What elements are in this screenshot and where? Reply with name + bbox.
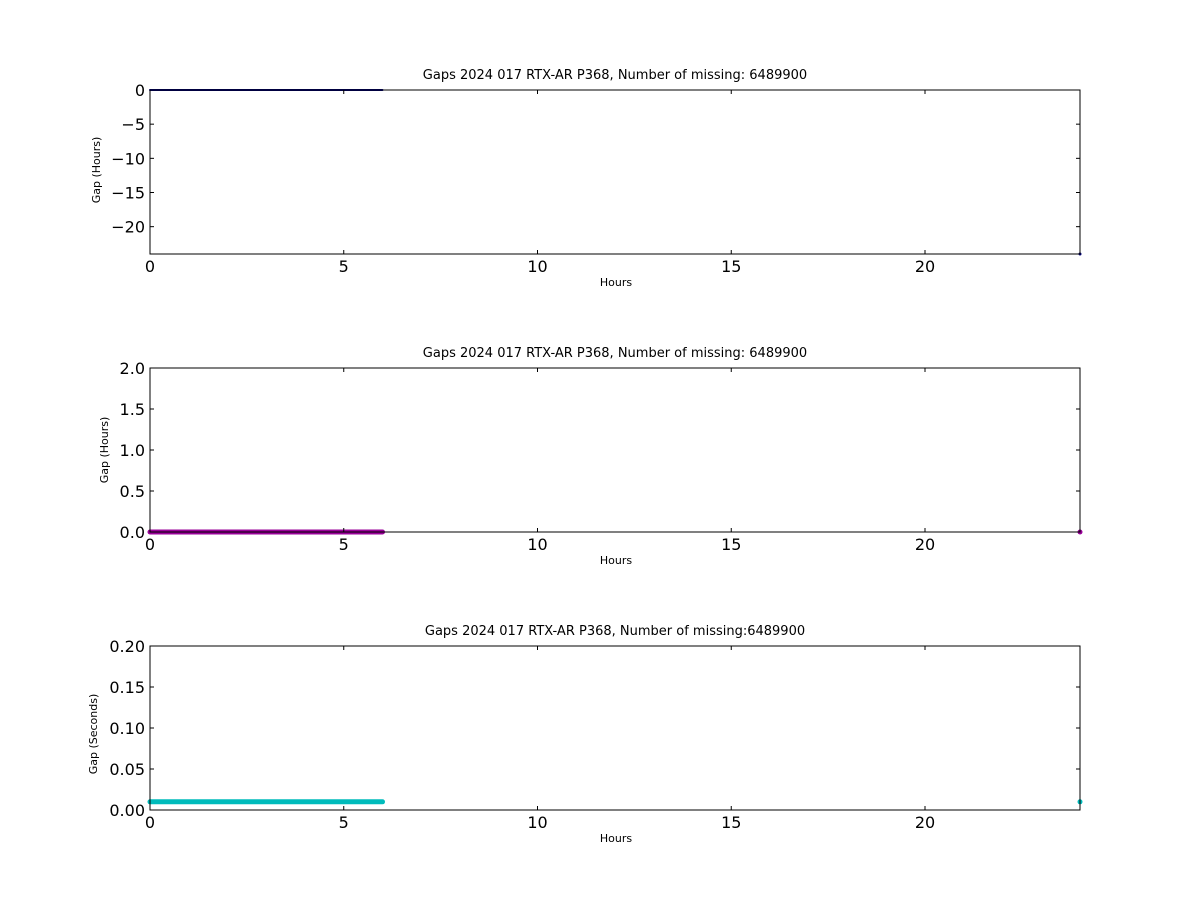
x-tick-label: 20: [915, 257, 935, 276]
y-tick-label: 0.15: [109, 678, 145, 697]
y-tick-label: −15: [111, 184, 145, 203]
x-tick-label: 20: [915, 535, 935, 554]
axes-frame: [149, 367, 1081, 533]
x-tick-label: 10: [527, 257, 547, 276]
data-series: [147, 799, 1083, 805]
y-axis-label: Gap (Hours): [90, 137, 103, 204]
x-tick-label: 10: [527, 535, 547, 554]
y-tick-label: 0.20: [109, 637, 145, 656]
y-tick-label: −10: [111, 149, 145, 168]
x-tick-label: 5: [339, 257, 349, 276]
chart-panel-2: Gaps 2024 017 RTX-AR P368, Number of mis…: [98, 346, 1083, 567]
x-tick-label: 5: [339, 813, 349, 832]
x-axis-label: Hours: [600, 276, 632, 289]
x-tick-label: 10: [527, 813, 547, 832]
x-tick-label: 0: [145, 813, 155, 832]
x-tick-label: 15: [721, 257, 741, 276]
y-tick-label: 0.0: [120, 523, 145, 542]
chart-title: Gaps 2024 017 RTX-AR P368, Number of mis…: [423, 346, 807, 361]
x-axis-label: Hours: [600, 554, 632, 567]
chart-panel-1: Gaps 2024 017 RTX-AR P368, Number of mis…: [90, 68, 1082, 289]
x-tick-label: 15: [721, 535, 741, 554]
y-axis-label: Gap (Hours): [98, 417, 111, 484]
y-tick-label: −5: [121, 115, 145, 134]
x-tick-label: 0: [145, 257, 155, 276]
y-tick-label: −20: [111, 218, 145, 237]
y-tick-label: 0.5: [120, 482, 145, 501]
chart-panel-3: Gaps 2024 017 RTX-AR P368, Number of mis…: [87, 624, 1083, 845]
x-tick-label: 0: [145, 535, 155, 554]
axes-frame: [149, 645, 1081, 811]
x-axis-label: Hours: [600, 832, 632, 845]
data-series: [149, 89, 1082, 256]
x-tick-label: 20: [915, 813, 935, 832]
axes-frame: [149, 89, 1081, 255]
chart-title: Gaps 2024 017 RTX-AR P368, Number of mis…: [423, 68, 807, 83]
y-tick-label: 1.5: [120, 400, 145, 419]
x-tick-label: 5: [339, 535, 349, 554]
y-tick-label: 0.05: [109, 760, 145, 779]
x-tick-label: 15: [721, 813, 741, 832]
y-tick-label: 0: [135, 81, 145, 100]
y-tick-label: 0.00: [109, 801, 145, 820]
chart-title: Gaps 2024 017 RTX-AR P368, Number of mis…: [425, 624, 805, 639]
y-tick-label: 2.0: [120, 359, 145, 378]
y-tick-label: 0.10: [109, 719, 145, 738]
y-tick-label: 1.0: [120, 441, 145, 460]
y-axis-label: Gap (Seconds): [87, 694, 100, 775]
